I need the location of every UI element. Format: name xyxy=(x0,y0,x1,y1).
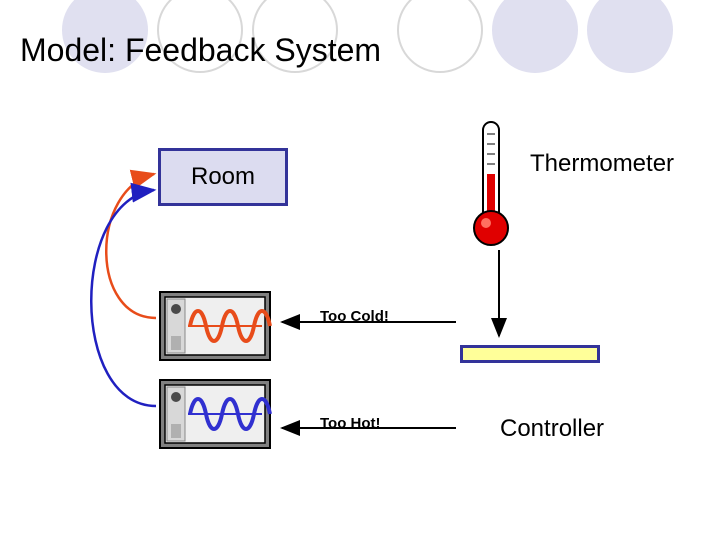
header-circle-6 xyxy=(587,0,673,73)
thermometer-label: Thermometer xyxy=(530,150,674,178)
header-circle-4 xyxy=(397,0,483,73)
header-circle-5 xyxy=(492,0,578,73)
heater-icon xyxy=(160,292,270,360)
controller-node xyxy=(460,345,600,363)
room-label: Room xyxy=(191,163,255,191)
too-cold-label: Too Cold! xyxy=(320,308,389,325)
controller-label: Controller xyxy=(500,415,604,443)
cooler-icon xyxy=(160,380,270,448)
thermometer-icon xyxy=(474,122,508,245)
curve-cooler-to-room xyxy=(91,190,156,406)
too-hot-label: Too Hot! xyxy=(320,415,381,432)
diagram-svg xyxy=(0,0,720,540)
curve-heater-to-room xyxy=(106,174,156,318)
room-node: Room xyxy=(158,148,288,206)
page-title: Model: Feedback System xyxy=(20,32,381,69)
